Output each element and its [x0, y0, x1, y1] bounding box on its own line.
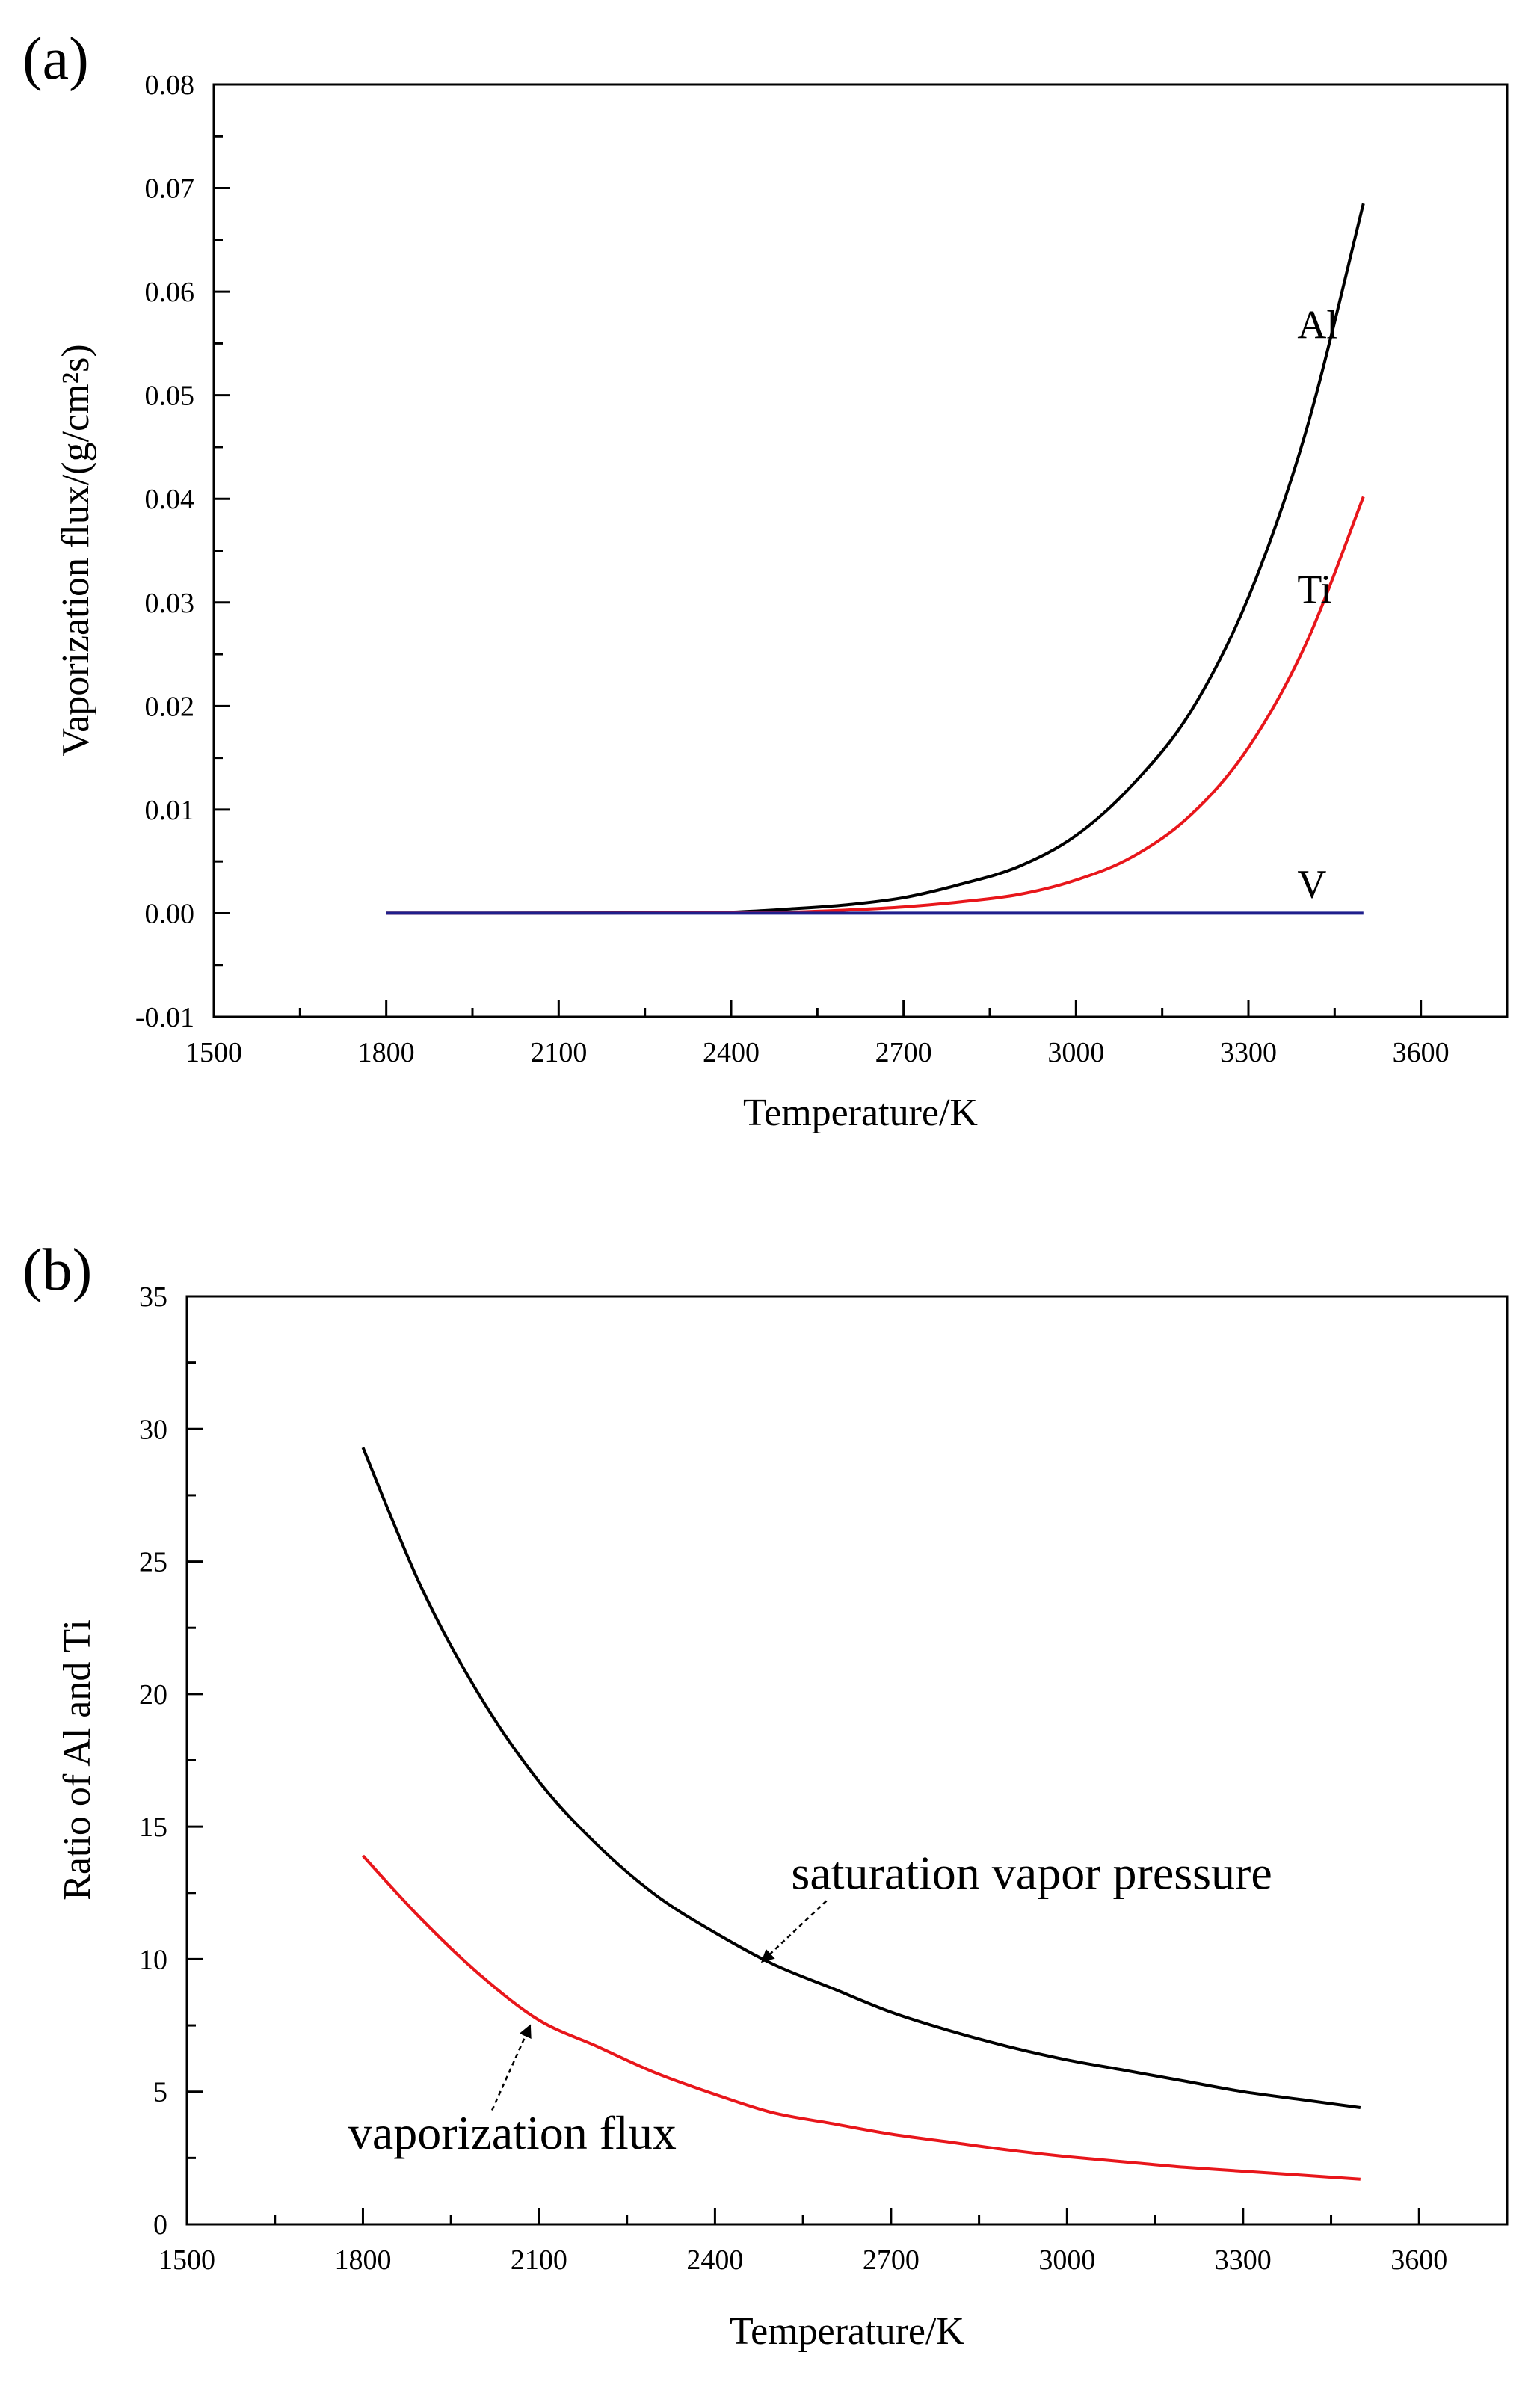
panel-b-ticks: 1500 1800 2100 2400 2700 3000 3300 3600 0 5 10 15 20…: [139, 1281, 1447, 2276]
panel-a-x-tick-label: 3600: [1393, 1037, 1450, 1068]
panel-a-y-tick-label: 0.07: [145, 173, 195, 205]
panel-a-series-label-ti: Ti: [1297, 567, 1331, 612]
panel-a-y-tick-label: 0.08: [145, 70, 195, 101]
panel-a-x-tick-label: 2700: [875, 1037, 932, 1068]
panel-a-y-tick-label: 0.03: [145, 588, 195, 619]
panel-a-x-tick-label: 3300: [1220, 1037, 1277, 1068]
panel-b-x-tick-label: 1500: [158, 2244, 215, 2276]
panel-b-x-tick-label: 3300: [1215, 2244, 1272, 2276]
panel-a-y-tick-label: 0.05: [145, 381, 195, 412]
panel-b-annotation-saturation-vapor-pressure: saturation vapor pressure: [791, 1846, 1272, 1899]
panel-a-y-tick-label: 0.02: [145, 691, 195, 722]
panel-b-y-axis-title: Ratio of Al and Ti: [56, 1619, 99, 1901]
panel-a-y-axis-title: Vaporization flux/(g/cm²s): [55, 344, 97, 756]
panel-b-series-saturation-vapor-pressure: [361, 1447, 1361, 2109]
panel-a-x-tick-label: 1500: [185, 1037, 242, 1068]
panel-b-y-tick-label: 0: [153, 2209, 167, 2241]
panel-a-x-tick-label: 2400: [703, 1037, 760, 1068]
panel-b-y-tick-label: 30: [139, 1414, 167, 1445]
panel-a-x-tick-label: 1800: [358, 1037, 415, 1068]
panel-b-y-tick-label: 25: [139, 1547, 167, 1578]
panel-b-x-tick-label: 2400: [686, 2244, 743, 2276]
panel-b-chart: (b) 1500 1800 2100 2400 2700 3000 3300 3600 0 5 10…: [22, 1237, 1509, 2353]
panel-b-y-tick-label: 20: [139, 1679, 167, 1711]
panel-a-x-tick-label: 2100: [530, 1037, 587, 1068]
panel-b-series: [361, 1447, 1361, 2181]
panel-b-annotation-vaporization-flux: vaporization flux: [348, 2106, 677, 2159]
panel-a-series-al: [386, 203, 1365, 915]
panel-a-x-tick-label: 3000: [1047, 1037, 1104, 1068]
panel-a-y-tick-label: -0.01: [135, 1002, 194, 1033]
panel-a-label: (a): [22, 26, 89, 92]
panel-a-series: [386, 203, 1365, 915]
panel-a-ticks: 1500 1800 2100 2400 2700 3000 3300 3600 -0.01 0.0…: [135, 70, 1450, 1068]
panel-a-y-tick-label: 0.00: [145, 898, 195, 929]
panel-b-x-tick-label: 3000: [1038, 2244, 1095, 2276]
panel-b-y-tick-label: 35: [139, 1281, 167, 1313]
panel-a-chart: (a) 1500 1800 2100 2400 2700 3000 3300 3600 -0.0…: [22, 26, 1509, 1134]
panel-a-series-label-al: Al: [1297, 302, 1337, 347]
panel-b-arrow-vaporization-flux: [491, 2024, 532, 2111]
panel-b-y-tick-label: 10: [139, 1944, 167, 1975]
panel-b-series-vaporization-flux: [362, 1854, 1361, 2181]
panel-a-y-tick-label: 0.04: [145, 484, 195, 515]
panel-b-y-tick-label: 15: [139, 1812, 167, 1843]
panel-b-label: (b): [22, 1237, 92, 1303]
panel-b-x-axis-title: Temperature/K: [730, 2310, 964, 2353]
panel-a-series-label-v: V: [1297, 862, 1326, 907]
panel-b-x-tick-label: 2700: [863, 2244, 920, 2276]
panel-b-x-tick-label: 1800: [334, 2244, 391, 2276]
panel-b-y-tick-label: 5: [153, 2077, 167, 2108]
panel-b-plot-frame: [185, 1295, 1509, 2226]
panel-a-y-tick-label: 0.06: [145, 277, 195, 308]
panel-a-y-tick-label: 0.01: [145, 795, 195, 826]
panel-b-arrow-saturation-vapor-pressure: [760, 1900, 828, 1963]
panel-a-series-ti: [386, 496, 1365, 915]
panel-b-x-tick-label: 2100: [511, 2244, 567, 2276]
panel-a-series-labels: Al Ti V: [1297, 302, 1337, 906]
panel-a-x-axis-title: Temperature/K: [743, 1092, 978, 1134]
panel-b-annotations: saturation vapor pressure vaporization fl…: [348, 1846, 1272, 2158]
panel-b-x-tick-label: 3600: [1390, 2244, 1447, 2276]
